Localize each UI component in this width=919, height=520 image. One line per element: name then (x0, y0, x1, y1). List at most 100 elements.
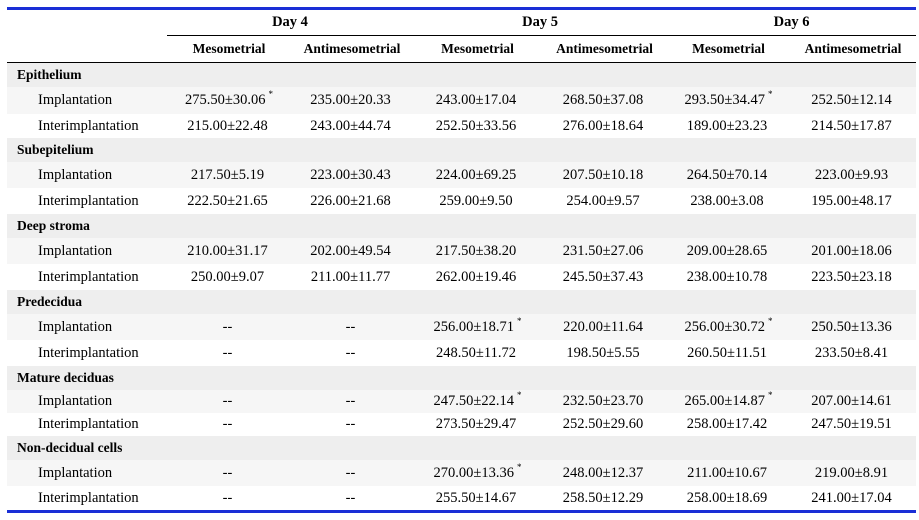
group-title: Deep stroma (7, 214, 917, 238)
cell-value: 238.00±10.78 (686, 268, 768, 285)
cell-value: 270.00±13.36 (433, 464, 514, 481)
cell-value: 215.00±22.48 (187, 117, 268, 134)
value-cell: 250.50±13.36 (790, 314, 917, 340)
group-row: Epithelium (7, 62, 917, 87)
value-cell: 258.00±18.69 (667, 486, 790, 510)
table-row: Implantation 210.00±31.17 202.00±49.54 217.… (7, 238, 917, 264)
day-header: Day 4 (167, 10, 414, 36)
value-cell: 232.50±23.70 (542, 390, 668, 413)
group-title: Epithelium (7, 62, 917, 87)
cell-value: -- (222, 344, 233, 361)
value-cell: 247.50±22.14 * (413, 390, 543, 413)
row-label: Interimplantation (38, 416, 139, 432)
cell-value: 217.50±5.19 (190, 166, 265, 183)
cell-value: 258.00±18.69 (686, 489, 768, 506)
corner-cell (7, 35, 167, 63)
group-title: Non-decidual cells (7, 436, 917, 460)
cell-value: 264.50±70.14 (686, 166, 768, 183)
corner-cell (7, 10, 167, 36)
value-cell: 211.00±10.67 (667, 460, 791, 486)
table-row: Interimplantation -- -- 273.50±29.47 252.50±… (7, 413, 916, 436)
group-title: Mature deciduas (7, 366, 917, 390)
header-days-row: Day 4 Day 5 Day 6 (7, 10, 917, 36)
cell-value: 248.00±12.37 (562, 464, 644, 481)
column-header: Antimesometrial (542, 35, 668, 63)
significance-mark: * (517, 461, 522, 472)
cell-value: 232.50±23.70 (562, 393, 644, 409)
value-cell: 276.00±18.64 (542, 114, 667, 138)
significance-mark: * (768, 390, 773, 400)
cell-value: 254.00±9.57 (566, 192, 640, 209)
value-cell: 198.50±5.55 (542, 340, 667, 366)
group-row: Deep stroma (7, 214, 917, 238)
cell-value: 231.50±27.06 (562, 242, 644, 259)
row-label: Implantation (7, 87, 167, 114)
cell-value: 223.00±30.43 (310, 166, 391, 183)
value-cell: 214.50±17.87 (790, 114, 916, 138)
value-cell: -- (167, 460, 291, 486)
value-cell: -- (167, 390, 291, 413)
cell-value: 223.00±9.93 (814, 166, 889, 183)
cell-value: 201.00±18.06 (811, 242, 892, 259)
group-row: Predecidua (7, 290, 917, 314)
cell-value: 293.50±34.47 (684, 92, 766, 108)
value-cell: 250.00±9.07 (167, 264, 291, 290)
value-cell: 252.50±12.14 (790, 87, 917, 114)
cell-value: 220.00±11.64 (563, 318, 643, 335)
cell-value: 217.50±38.20 (435, 242, 517, 259)
cell-value: 256.00±18.71 (433, 318, 514, 335)
value-cell: 217.50±5.19 (167, 162, 291, 188)
significance-mark: * (768, 89, 773, 99)
cell-value: 210.00±31.17 (187, 242, 268, 259)
value-cell: 195.00±48.17 (790, 188, 916, 214)
value-cell: 233.50±8.41 (790, 340, 916, 366)
value-cell: -- (291, 486, 413, 510)
value-cell: -- (291, 460, 414, 486)
cell-value: 252.50±12.14 (811, 92, 892, 108)
value-cell: 293.50±34.47 * (667, 87, 791, 114)
group-row: Mature deciduas (7, 366, 917, 390)
cell-value: 250.00±9.07 (190, 268, 265, 285)
cell-value: 245.50±37.43 (562, 268, 644, 285)
value-cell: 211.00±11.77 (291, 264, 413, 290)
row-label: Interimplantation (38, 117, 139, 134)
cell-value: 223.50±23.18 (811, 268, 892, 285)
cell-value: 195.00±48.17 (811, 192, 892, 209)
row-label: Interimplantation (38, 192, 139, 209)
day-header: Day 5 (413, 10, 668, 36)
cell-value: 260.50±11.51 (687, 344, 767, 361)
cell-value: 214.50±17.87 (811, 117, 892, 134)
cell-value: -- (345, 393, 356, 409)
value-cell: 248.00±12.37 (542, 460, 668, 486)
cell-value: 252.50±29.60 (562, 416, 644, 432)
group-row: Subepitelium (7, 138, 917, 162)
cell-value: 275.50±30.06 (185, 92, 266, 108)
group-title: Subepitelium (7, 138, 917, 162)
value-cell: 258.00±17.42 (667, 413, 790, 436)
cell-value: 247.50±19.51 (811, 416, 892, 432)
value-cell: -- (167, 486, 291, 510)
cell-value: 255.50±14.67 (435, 489, 517, 506)
significance-mark: * (517, 390, 522, 400)
value-cell: 262.00±19.46 (413, 264, 542, 290)
value-cell: -- (291, 340, 413, 366)
table-row: Interimplantation 250.00±9.07 211.00±11.77… (7, 264, 916, 290)
table-row: Implantation -- -- 247.50±22.14 * 232.50±23.7… (7, 390, 917, 413)
value-cell: 223.00±30.43 (291, 162, 414, 188)
value-cell: 243.00±44.74 (291, 114, 413, 138)
value-cell: 254.00±9.57 (542, 188, 667, 214)
cell-value: -- (345, 416, 356, 432)
value-cell: 235.00±20.33 (291, 87, 414, 114)
row-label: Implantation (7, 162, 167, 188)
cell-value: 233.50±8.41 (814, 344, 889, 361)
cell-value: 258.00±17.42 (686, 416, 768, 432)
value-cell: 258.50±12.29 (542, 486, 667, 510)
significance-mark: * (517, 315, 522, 326)
cell-value: -- (345, 489, 356, 506)
cell-value: 243.00±17.04 (435, 92, 517, 108)
group-row: Non-decidual cells (7, 436, 917, 460)
value-cell: 252.50±29.60 (542, 413, 667, 436)
cell-value: 258.50±12.29 (562, 489, 644, 506)
row-label: Interimplantation (38, 489, 139, 506)
cell-value: 189.00±23.23 (686, 117, 768, 134)
